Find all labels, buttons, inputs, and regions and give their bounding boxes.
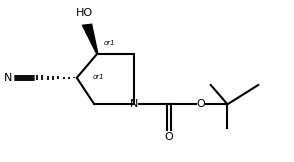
Text: HO: HO: [76, 8, 93, 17]
Text: O: O: [197, 99, 206, 109]
Text: or1: or1: [93, 74, 104, 80]
Text: N: N: [4, 73, 12, 83]
Text: or1: or1: [104, 40, 115, 46]
Text: O: O: [165, 132, 173, 142]
Text: N: N: [130, 99, 138, 109]
Polygon shape: [82, 24, 98, 54]
